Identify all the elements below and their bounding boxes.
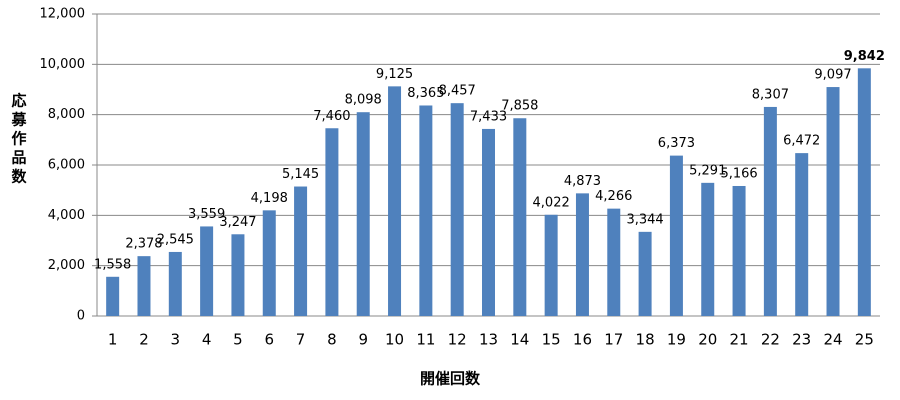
data-label: 5,145 — [282, 167, 319, 182]
x-tick-label: 13 — [479, 331, 498, 349]
bar — [231, 234, 245, 316]
bar — [419, 105, 433, 316]
bar — [826, 87, 840, 316]
data-label: 9,097 — [814, 68, 851, 83]
data-label: 1,558 — [94, 257, 131, 272]
data-label: 4,198 — [251, 191, 288, 206]
data-label: 4,266 — [595, 189, 632, 204]
x-tick-label: 7 — [296, 331, 306, 349]
x-tick-label: 11 — [416, 331, 435, 349]
x-tick-label: 6 — [264, 331, 274, 349]
x-tick-label: 12 — [448, 331, 467, 349]
bar — [857, 68, 871, 317]
bar — [607, 208, 621, 316]
y-tick-label: 12,000 — [40, 7, 86, 22]
bar — [356, 112, 370, 316]
y-tick-label: 2,000 — [48, 258, 85, 273]
bar — [732, 185, 746, 316]
x-tick-label: 20 — [698, 331, 717, 349]
x-tick-label: 9 — [358, 331, 368, 349]
x-tick-label: 4 — [202, 331, 212, 349]
data-label: 2,378 — [125, 237, 162, 252]
data-label: 2,545 — [157, 232, 194, 247]
x-axis-label: 開催回数 — [420, 370, 481, 388]
bar — [137, 256, 151, 316]
data-label: 3,344 — [626, 212, 663, 227]
bar — [388, 86, 402, 317]
x-tick-label: 5 — [233, 331, 243, 349]
x-tick-label: 1 — [108, 331, 118, 349]
x-tick-label: 19 — [667, 331, 686, 349]
y-axis-label: 応募作品数 — [10, 92, 28, 188]
data-label: 5,291 — [689, 163, 726, 178]
bar — [482, 128, 495, 316]
bar — [669, 155, 683, 316]
data-label: 7,858 — [501, 99, 538, 114]
bar — [325, 128, 339, 316]
data-label: 9,842 — [844, 49, 885, 64]
x-tick-label: 8 — [327, 331, 337, 349]
bar — [168, 251, 182, 316]
bar — [701, 182, 715, 316]
data-label: 3,559 — [188, 207, 225, 222]
bar — [763, 106, 777, 317]
data-label: 4,022 — [533, 195, 570, 210]
data-label: 4,873 — [564, 174, 601, 189]
x-tick-label: 15 — [542, 331, 561, 349]
x-tick-label: 10 — [385, 331, 404, 349]
bar — [795, 153, 809, 316]
y-tick-label: 4,000 — [48, 208, 85, 223]
y-tick-label: 10,000 — [40, 57, 86, 72]
x-tick-label: 21 — [730, 331, 749, 349]
data-label: 5,166 — [720, 166, 757, 181]
x-tick-label: 2 — [139, 331, 149, 349]
data-label: 8,457 — [439, 84, 476, 99]
x-tick-label: 22 — [761, 331, 780, 349]
data-label: 9,125 — [376, 67, 413, 82]
x-tick-label: 24 — [823, 331, 842, 349]
bar — [200, 226, 214, 316]
bar — [513, 118, 527, 317]
data-label: 6,472 — [783, 134, 820, 149]
bar — [262, 210, 276, 316]
x-tick-label: 25 — [855, 331, 874, 349]
bar — [638, 231, 652, 316]
bar — [106, 276, 120, 316]
x-tick-label: 16 — [573, 331, 592, 349]
bar — [450, 103, 464, 316]
bar — [294, 186, 308, 316]
data-label: 8,307 — [752, 87, 789, 102]
y-tick-label: 8,000 — [48, 107, 85, 122]
x-tick-label: 23 — [792, 331, 811, 349]
data-label: 6,373 — [658, 136, 695, 151]
y-tick-label: 6,000 — [48, 158, 85, 173]
bar — [544, 214, 558, 316]
data-label: 8,365 — [407, 86, 444, 101]
y-tick-label: 0 — [77, 309, 85, 324]
x-tick-label: 18 — [636, 331, 655, 349]
x-tick-label: 17 — [604, 331, 623, 349]
data-label: 7,460 — [313, 109, 350, 124]
data-label: 3,247 — [219, 215, 256, 230]
x-tick-label: 3 — [171, 331, 181, 349]
data-label: 7,433 — [470, 109, 507, 124]
x-tick-label: 14 — [510, 331, 529, 349]
bar — [575, 193, 589, 316]
data-label: 8,098 — [345, 93, 382, 108]
